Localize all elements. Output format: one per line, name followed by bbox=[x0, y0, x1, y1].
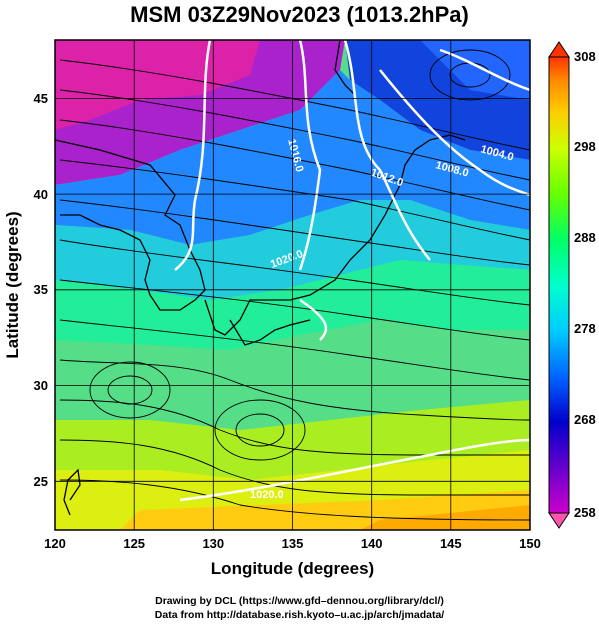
colorbar-tick-label: 298 bbox=[574, 139, 596, 154]
plot-frame bbox=[54, 39, 531, 531]
colorbar-tick-label: 308 bbox=[574, 49, 596, 64]
grid-lines bbox=[55, 40, 530, 530]
colorbar-tick-label: 278 bbox=[574, 321, 596, 336]
x-axis: 120 125 130 135 140 145 150 Longitude (d… bbox=[44, 536, 541, 578]
x-tick-label: 135 bbox=[282, 536, 304, 551]
x-tick-label: 125 bbox=[123, 536, 145, 551]
x-axis-title: Longitude (degrees) bbox=[211, 559, 374, 578]
y-tick-label: 40 bbox=[34, 187, 48, 202]
credit-drawing: Drawing by DCL (https://www.gfd–dennou.o… bbox=[155, 595, 444, 607]
colorbar: 308 298 288 278 268 258 bbox=[548, 41, 596, 529]
x-tick-label: 140 bbox=[361, 536, 383, 551]
colorbar-tick-label: 258 bbox=[574, 505, 596, 520]
x-tick-label: 130 bbox=[202, 536, 224, 551]
y-axis-title: Latitude (degrees) bbox=[3, 211, 22, 358]
colorbar-top-cap bbox=[548, 41, 570, 58]
map-title: MSM 03Z29Nov2023 (1013.2hPa) bbox=[130, 2, 469, 27]
colorbar-tick-label: 268 bbox=[574, 412, 596, 427]
colorbar-bar bbox=[548, 56, 570, 514]
y-tick-label: 25 bbox=[34, 474, 48, 489]
y-tick-label: 35 bbox=[34, 282, 48, 297]
y-axis: 25 30 35 40 45 Latitude (degrees) bbox=[3, 91, 48, 489]
x-tick-label: 120 bbox=[44, 536, 66, 551]
x-tick-label: 145 bbox=[440, 536, 462, 551]
x-tick-label: 150 bbox=[519, 536, 541, 551]
y-tick-label: 45 bbox=[34, 91, 48, 106]
wind-streamlines bbox=[59, 49, 530, 521]
colorbar-tick-label: 288 bbox=[574, 230, 596, 245]
isobar-label: 1020.0 bbox=[250, 489, 284, 501]
y-tick-label: 30 bbox=[34, 378, 48, 393]
credit-data: Data from http://database.rish.kyoto–u.a… bbox=[154, 609, 445, 621]
colorbar-bottom-cap bbox=[548, 512, 570, 529]
isobars bbox=[174, 40, 530, 502]
